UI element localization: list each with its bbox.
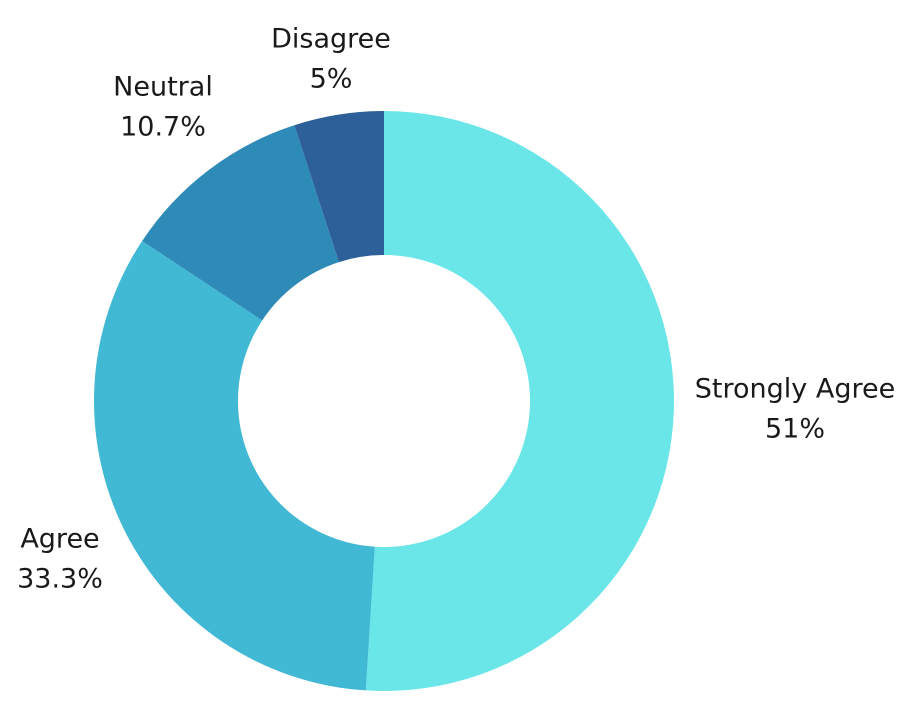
slice-value-label-neutral: 10.7% — [120, 112, 206, 143]
slice-label-disagree: Disagree — [271, 24, 391, 55]
slice-disagree — [294, 111, 384, 263]
slice-strongly-agree — [365, 111, 675, 692]
slice-value-label-disagree: 5% — [310, 64, 353, 95]
slice-value-label-agree: 33.3% — [17, 564, 103, 595]
slice-neutral — [142, 125, 339, 321]
donut-slices — [93, 111, 675, 692]
slice-value-label-strongly-agree: 51% — [765, 414, 825, 445]
slice-label-neutral: Neutral — [113, 72, 213, 103]
slice-label-agree: Agree — [20, 524, 99, 555]
slice-agree — [93, 241, 375, 691]
slice-label-strongly-agree: Strongly Agree — [695, 374, 895, 405]
slice-labels: Strongly Agree 51% Agree 33.3% Neutral 10.7% D… — [17, 24, 895, 595]
